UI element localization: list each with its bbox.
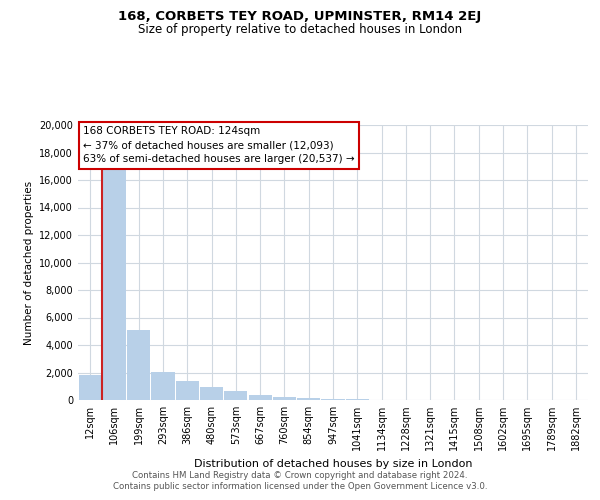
Y-axis label: Number of detached properties: Number of detached properties: [24, 180, 34, 344]
Text: 168 CORBETS TEY ROAD: 124sqm
← 37% of detached houses are smaller (12,093)
63% o: 168 CORBETS TEY ROAD: 124sqm ← 37% of de…: [83, 126, 355, 164]
Bar: [322, 399, 344, 400]
Bar: [151, 372, 175, 400]
Bar: [176, 382, 199, 400]
Text: 168, CORBETS TEY ROAD, UPMINSTER, RM14 2EJ: 168, CORBETS TEY ROAD, UPMINSTER, RM14 2…: [118, 10, 482, 23]
Bar: [273, 397, 296, 400]
X-axis label: Distribution of detached houses by size in London: Distribution of detached houses by size …: [194, 458, 472, 468]
Bar: [224, 392, 247, 400]
Bar: [127, 330, 150, 400]
Bar: [79, 375, 101, 400]
Bar: [103, 118, 126, 400]
Text: Size of property relative to detached houses in London: Size of property relative to detached ho…: [138, 22, 462, 36]
Bar: [200, 387, 223, 400]
Text: Contains HM Land Registry data © Crown copyright and database right 2024.: Contains HM Land Registry data © Crown c…: [132, 471, 468, 480]
Text: Contains public sector information licensed under the Open Government Licence v3: Contains public sector information licen…: [113, 482, 487, 491]
Bar: [248, 395, 272, 400]
Bar: [297, 398, 320, 400]
